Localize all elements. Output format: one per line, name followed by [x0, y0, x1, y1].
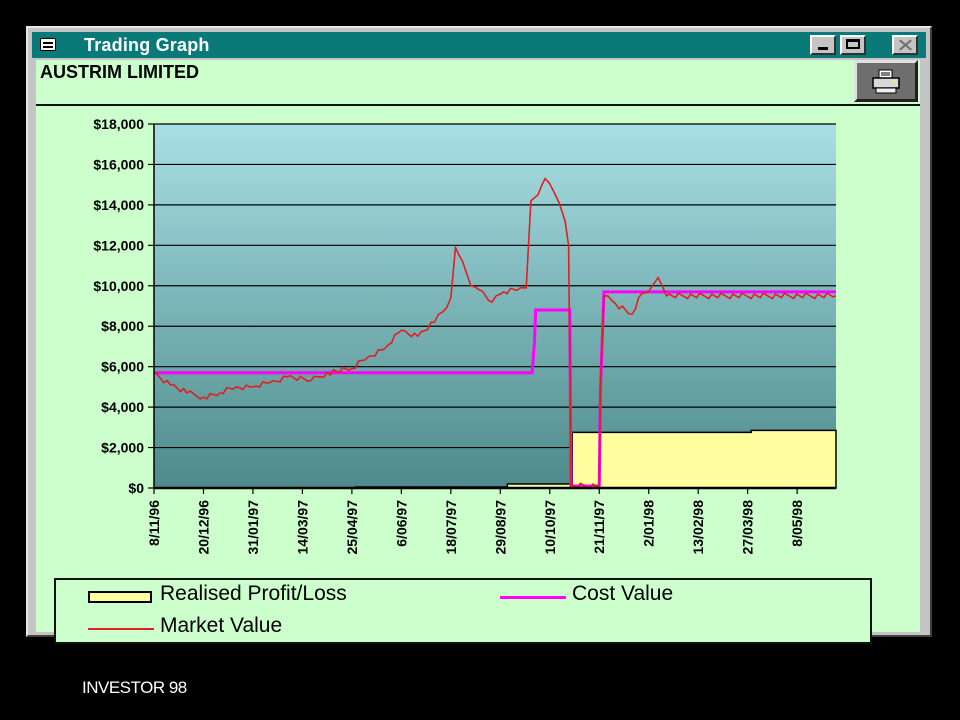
legend-swatch-cost [500, 596, 566, 599]
ytick-label: $18,000 [93, 116, 144, 132]
series-market-value [153, 177, 837, 490]
xtick-label: 27/03/98 [740, 500, 756, 555]
trading-chart: $0 $2,000 $4,000 $6,000 $8,000 $10,000 $12,000… [93, 116, 837, 555]
legend-label-cost: Cost Value [572, 582, 674, 605]
ytick-label: $14,000 [93, 197, 144, 213]
legend-label-market: Market Value [160, 614, 283, 637]
legend-swatch-market [88, 628, 154, 630]
ytick-label: $8,000 [101, 318, 144, 334]
minimize-icon[interactable] [810, 35, 836, 55]
xtick-label: 14/03/97 [294, 500, 310, 555]
window-title: Trading Graph [84, 35, 210, 55]
xtick-label: 21/11/97 [591, 500, 607, 554]
xtick-label: 20/12/96 [195, 500, 211, 555]
ytick-label: $6,000 [101, 359, 144, 375]
xtick-label: 2/01/98 [641, 500, 657, 547]
xtick-label: 29/08/97 [492, 500, 508, 555]
title-bar[interactable]: Trading Graph [32, 32, 926, 58]
legend-swatch-realised [88, 591, 152, 603]
ytick-label: $4,000 [101, 399, 144, 415]
xtick-label: 8/11/96 [146, 500, 162, 546]
window-client-area: AUSTRIM LIMITED [36, 60, 920, 644]
plot-area [154, 124, 836, 488]
ytick-label: $12,000 [93, 237, 144, 253]
print-button[interactable] [854, 60, 918, 102]
ytick-label: $0 [128, 480, 144, 496]
xtick-label: 18/07/97 [443, 500, 459, 555]
trading-graph-window: Trading Graph AUSTRIM LIMITED [26, 26, 932, 644]
xtick-label: 6/06/97 [393, 500, 409, 547]
ytick-label: $10,000 [93, 278, 144, 294]
company-header: AUSTRIM LIMITED [36, 60, 920, 106]
xtick-label: 25/04/97 [344, 500, 360, 555]
xtick-label: 10/10/97 [542, 500, 558, 555]
xtick-label: 8/05/98 [789, 500, 805, 547]
chart-legend: Realised Profit/Loss Cost Value Market V… [54, 578, 872, 644]
ytick-label: $16,000 [93, 156, 144, 172]
company-name: AUSTRIM LIMITED [40, 62, 199, 82]
ytick-label: $2,000 [101, 440, 144, 456]
legend-label-realised: Realised Profit/Loss [160, 582, 347, 605]
maximize-icon[interactable] [840, 35, 866, 55]
close-icon[interactable] [892, 35, 918, 55]
printer-icon [872, 69, 900, 94]
footer-brand: INVESTOR 98 [82, 678, 187, 697]
xtick-label: 31/01/97 [245, 500, 261, 555]
xtick-label: 13/02/98 [690, 500, 706, 555]
window-app-icon[interactable] [40, 38, 56, 51]
